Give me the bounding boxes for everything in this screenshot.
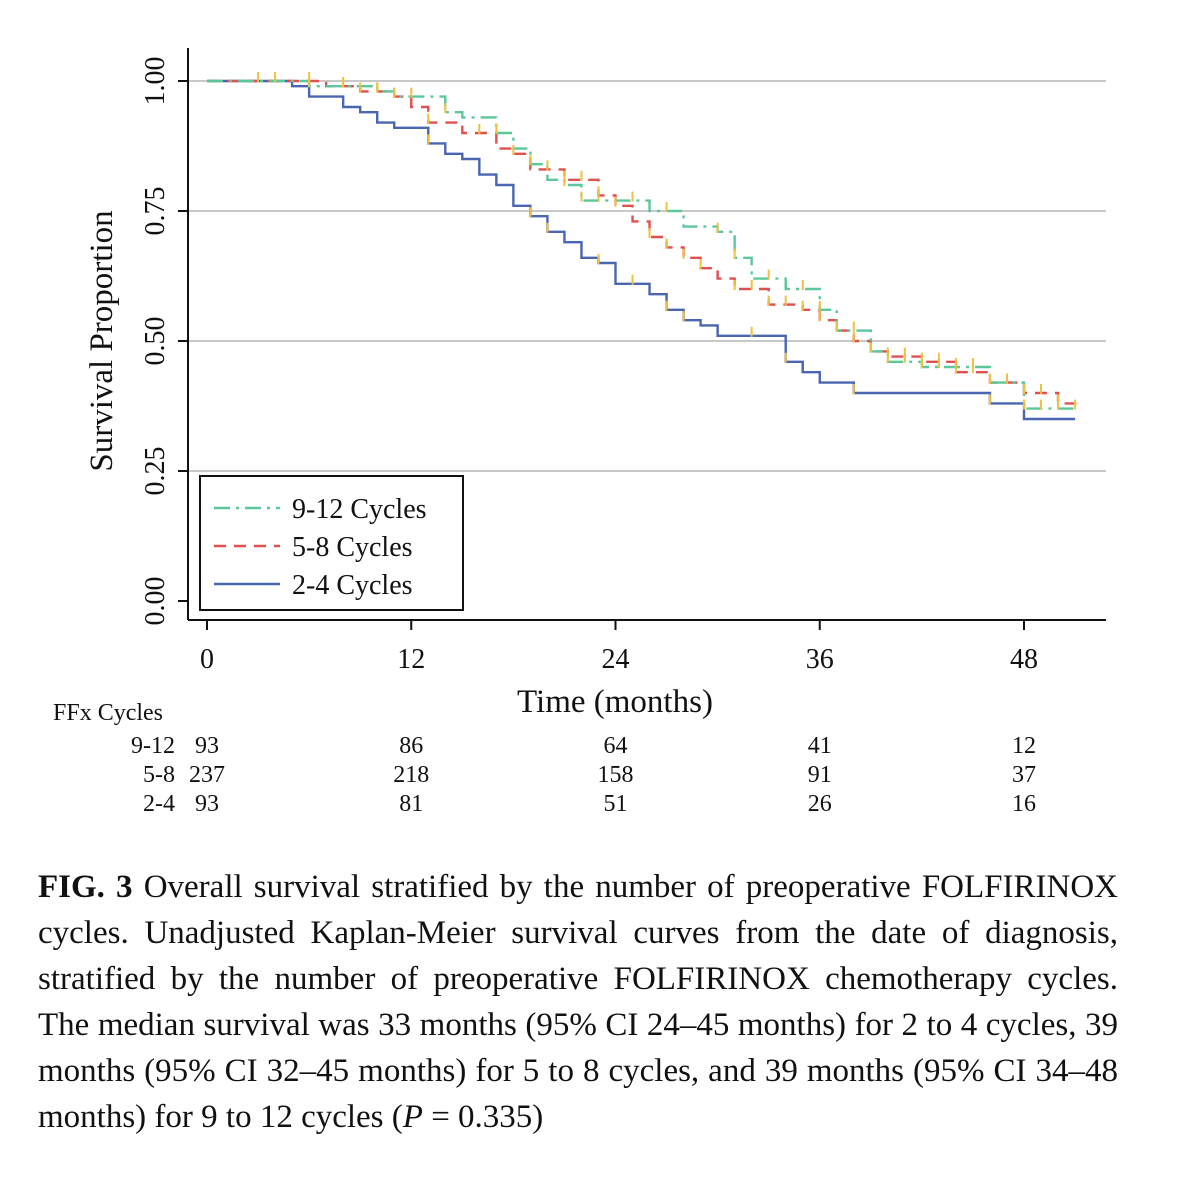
risk-table-count: 37 [1012,762,1036,788]
risk-table-count: 12 [1012,733,1036,759]
risk-table-count: 93 [195,733,219,759]
figure-caption: FIG. 3 Overall survival stratified by th… [38,864,1118,1140]
risk-table-row-label: 9-12 [131,733,175,759]
x-tick-label: 24 [602,644,630,675]
y-tick-label: 0.75 [140,187,171,236]
risk-table-row-label: 2-4 [143,791,175,817]
risk-table-count: 16 [1012,791,1036,817]
caption-label: FIG. 3 [38,869,133,905]
y-axis-title: Survival Proportion [84,210,120,471]
risk-table-count: 51 [604,791,628,817]
legend-label: 2-4 Cycles [292,570,413,601]
legend-label: 9-12 Cycles [292,494,427,525]
x-tick-label: 12 [397,644,425,675]
risk-table-count: 81 [399,791,423,817]
risk-table-count: 93 [195,791,219,817]
caption-p-symbol: P [402,1099,423,1135]
curve-9-12-cycles [207,79,1076,410]
legend-label: 5-8 Cycles [292,532,413,563]
risk-table-header: FFx Cycles [53,700,163,726]
caption-p-value: = 0.335) [422,1099,544,1135]
curve-5-8-cycles [207,79,1077,409]
risk-table-count: 86 [399,733,423,759]
risk-table-count: 218 [393,762,429,788]
risk-table-count: 64 [604,733,628,759]
y-tick-label: 0.00 [140,577,171,626]
risk-table-count: 26 [808,791,832,817]
km-survival-chart: 0.00 0.25 0.50 0.75 1.00 0 12 24 36 48 Survival Pr… [53,48,1106,817]
risk-table-row-label: 5-8 [143,762,175,788]
y-tick-label: 0.50 [140,317,171,366]
y-tick-label: 0.25 [140,447,171,496]
legend-box [199,475,464,611]
risk-table-count: 158 [598,762,634,788]
risk-table-count: 237 [189,762,225,788]
y-tick-label: 1.00 [140,57,171,106]
x-axis-title: Time (months) [517,684,713,720]
figure: 0.00 0.25 0.50 0.75 1.00 0 12 24 36 48 Survival Pr… [53,48,1106,817]
x-tick-label: 0 [200,644,214,675]
x-tick-label: 48 [1010,644,1038,675]
risk-table-count: 91 [808,762,832,788]
x-tick-label: 36 [806,644,834,675]
risk-table-count: 41 [808,733,832,759]
caption-text: Overall survival stratified by the numbe… [38,869,1119,1135]
curve-2-4-cycles [207,79,1076,421]
